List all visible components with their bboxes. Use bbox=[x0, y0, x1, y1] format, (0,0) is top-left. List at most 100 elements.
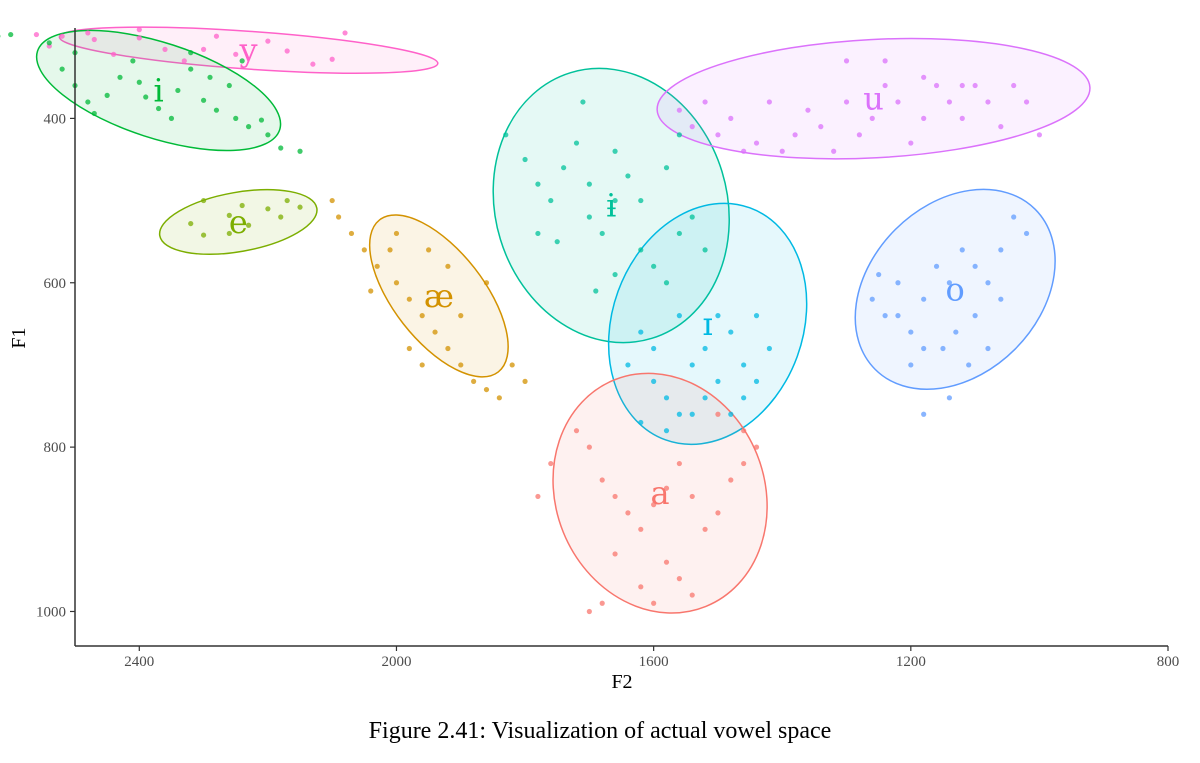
data-point-6-32 bbox=[959, 82, 965, 89]
data-point-6-21 bbox=[946, 99, 953, 105]
data-point-6-11 bbox=[818, 124, 824, 130]
data-point-6-24 bbox=[985, 99, 991, 105]
data-point-3-7 bbox=[419, 313, 425, 319]
data-point-2-2 bbox=[226, 212, 232, 218]
data-point-4-24 bbox=[612, 271, 618, 278]
data-point-8-20 bbox=[612, 551, 618, 557]
ellipse-8 bbox=[552, 372, 768, 614]
data-point-1-0 bbox=[46, 40, 52, 46]
data-point-6-7 bbox=[766, 99, 772, 105]
data-point-6-0 bbox=[676, 107, 682, 113]
data-point-5-7 bbox=[715, 378, 721, 384]
data-point-6-13 bbox=[843, 99, 850, 105]
data-point-5-2 bbox=[651, 378, 657, 384]
data-point-8-16 bbox=[676, 576, 682, 582]
x-tick-label-1: 2000 bbox=[381, 654, 411, 670]
data-point-4-0 bbox=[503, 132, 509, 138]
data-point-1-1 bbox=[59, 66, 65, 72]
data-point-2-0 bbox=[188, 220, 194, 227]
data-point-0-11 bbox=[284, 48, 290, 54]
data-point-0-16 bbox=[85, 30, 91, 36]
data-point-4-15 bbox=[702, 247, 708, 253]
data-point-4-5 bbox=[573, 140, 580, 146]
data-point-1-23 bbox=[265, 132, 271, 138]
data-point-3-4 bbox=[387, 247, 393, 253]
data-point-2-5 bbox=[278, 214, 284, 220]
data-point-7-13 bbox=[908, 362, 914, 368]
vowel-label-4: ɨ bbox=[606, 187, 616, 225]
data-point-1-17 bbox=[233, 115, 239, 121]
point-layer bbox=[0, 27, 1043, 615]
data-point-1-14 bbox=[200, 97, 207, 103]
data-point-1-11 bbox=[168, 115, 175, 121]
data-point-4-2 bbox=[535, 181, 541, 187]
data-point-7-11 bbox=[1011, 214, 1017, 220]
ellipse-2 bbox=[158, 188, 318, 255]
data-point-0-4 bbox=[136, 35, 142, 41]
ellipse-4 bbox=[492, 67, 730, 344]
data-point-1-7 bbox=[130, 58, 136, 64]
data-point-4-8 bbox=[612, 197, 618, 204]
vowel-label-5: ɪ bbox=[703, 305, 713, 343]
data-point-4-19 bbox=[554, 239, 560, 245]
data-point-5-17 bbox=[689, 411, 695, 417]
data-point-7-15 bbox=[940, 345, 946, 352]
data-point-7-0 bbox=[869, 296, 875, 302]
data-point-4-25 bbox=[535, 230, 541, 237]
ellipse-5 bbox=[607, 202, 808, 446]
data-point-3-1 bbox=[348, 230, 355, 237]
vowel-label-7: o bbox=[946, 270, 965, 308]
data-point-3-8 bbox=[432, 329, 438, 335]
data-point-2-4 bbox=[265, 206, 271, 212]
data-point-3-19 bbox=[426, 247, 432, 253]
data-point-1-13 bbox=[188, 66, 194, 72]
data-point-8-25 bbox=[715, 411, 721, 417]
data-point-1-9 bbox=[143, 94, 149, 100]
data-point-8-24 bbox=[535, 493, 541, 500]
data-point-4-21 bbox=[580, 99, 586, 105]
data-point-8-11 bbox=[715, 510, 721, 516]
data-point-6-18 bbox=[908, 140, 914, 146]
data-point-6-23 bbox=[972, 82, 978, 89]
vowel-label-0: y bbox=[239, 31, 258, 69]
data-point-4-14 bbox=[689, 214, 695, 220]
data-point-7-5 bbox=[933, 263, 940, 269]
vowel-label-3: æ bbox=[424, 277, 454, 315]
data-point-5-3 bbox=[663, 395, 670, 401]
data-point-0-2 bbox=[91, 36, 97, 43]
data-point-3-12 bbox=[483, 386, 490, 393]
data-point-8-19 bbox=[638, 584, 644, 590]
data-point-8-13 bbox=[741, 460, 747, 467]
data-point-7-12 bbox=[1023, 230, 1030, 237]
data-point-8-9 bbox=[689, 493, 695, 500]
data-point-5-8 bbox=[728, 329, 734, 335]
y-tick-label-0: 400 bbox=[44, 111, 67, 127]
x-tick-label-2: 1600 bbox=[639, 654, 669, 670]
data-point-3-6 bbox=[406, 296, 412, 302]
data-point-4-20 bbox=[593, 288, 599, 294]
data-point-3-18 bbox=[458, 313, 464, 319]
data-point-4-23 bbox=[676, 132, 682, 138]
data-point-6-12 bbox=[831, 148, 837, 154]
data-point-2-9 bbox=[200, 197, 207, 204]
data-point-6-10 bbox=[805, 107, 811, 113]
data-point-7-16 bbox=[953, 329, 959, 335]
data-point-5-19 bbox=[638, 419, 644, 426]
data-point-0-15 bbox=[136, 27, 142, 33]
data-point-0-9 bbox=[233, 51, 239, 57]
data-point-0-8 bbox=[213, 33, 220, 39]
data-point-1-22 bbox=[258, 117, 265, 123]
data-point-0-7 bbox=[200, 46, 207, 52]
data-point-3-15 bbox=[522, 378, 528, 384]
data-point-3-0 bbox=[336, 214, 342, 220]
data-point-5-10 bbox=[753, 313, 760, 319]
data-point-7-23 bbox=[946, 395, 953, 401]
data-point-5-15 bbox=[728, 411, 734, 417]
data-point-4-11 bbox=[651, 263, 657, 269]
data-point-5-16 bbox=[741, 395, 747, 401]
data-point-5-13 bbox=[676, 313, 682, 319]
data-point-0-1 bbox=[59, 33, 65, 39]
y-tick-label-3: 1000 bbox=[36, 604, 66, 620]
data-point-7-18 bbox=[985, 345, 991, 352]
data-point-0-3 bbox=[110, 51, 117, 57]
